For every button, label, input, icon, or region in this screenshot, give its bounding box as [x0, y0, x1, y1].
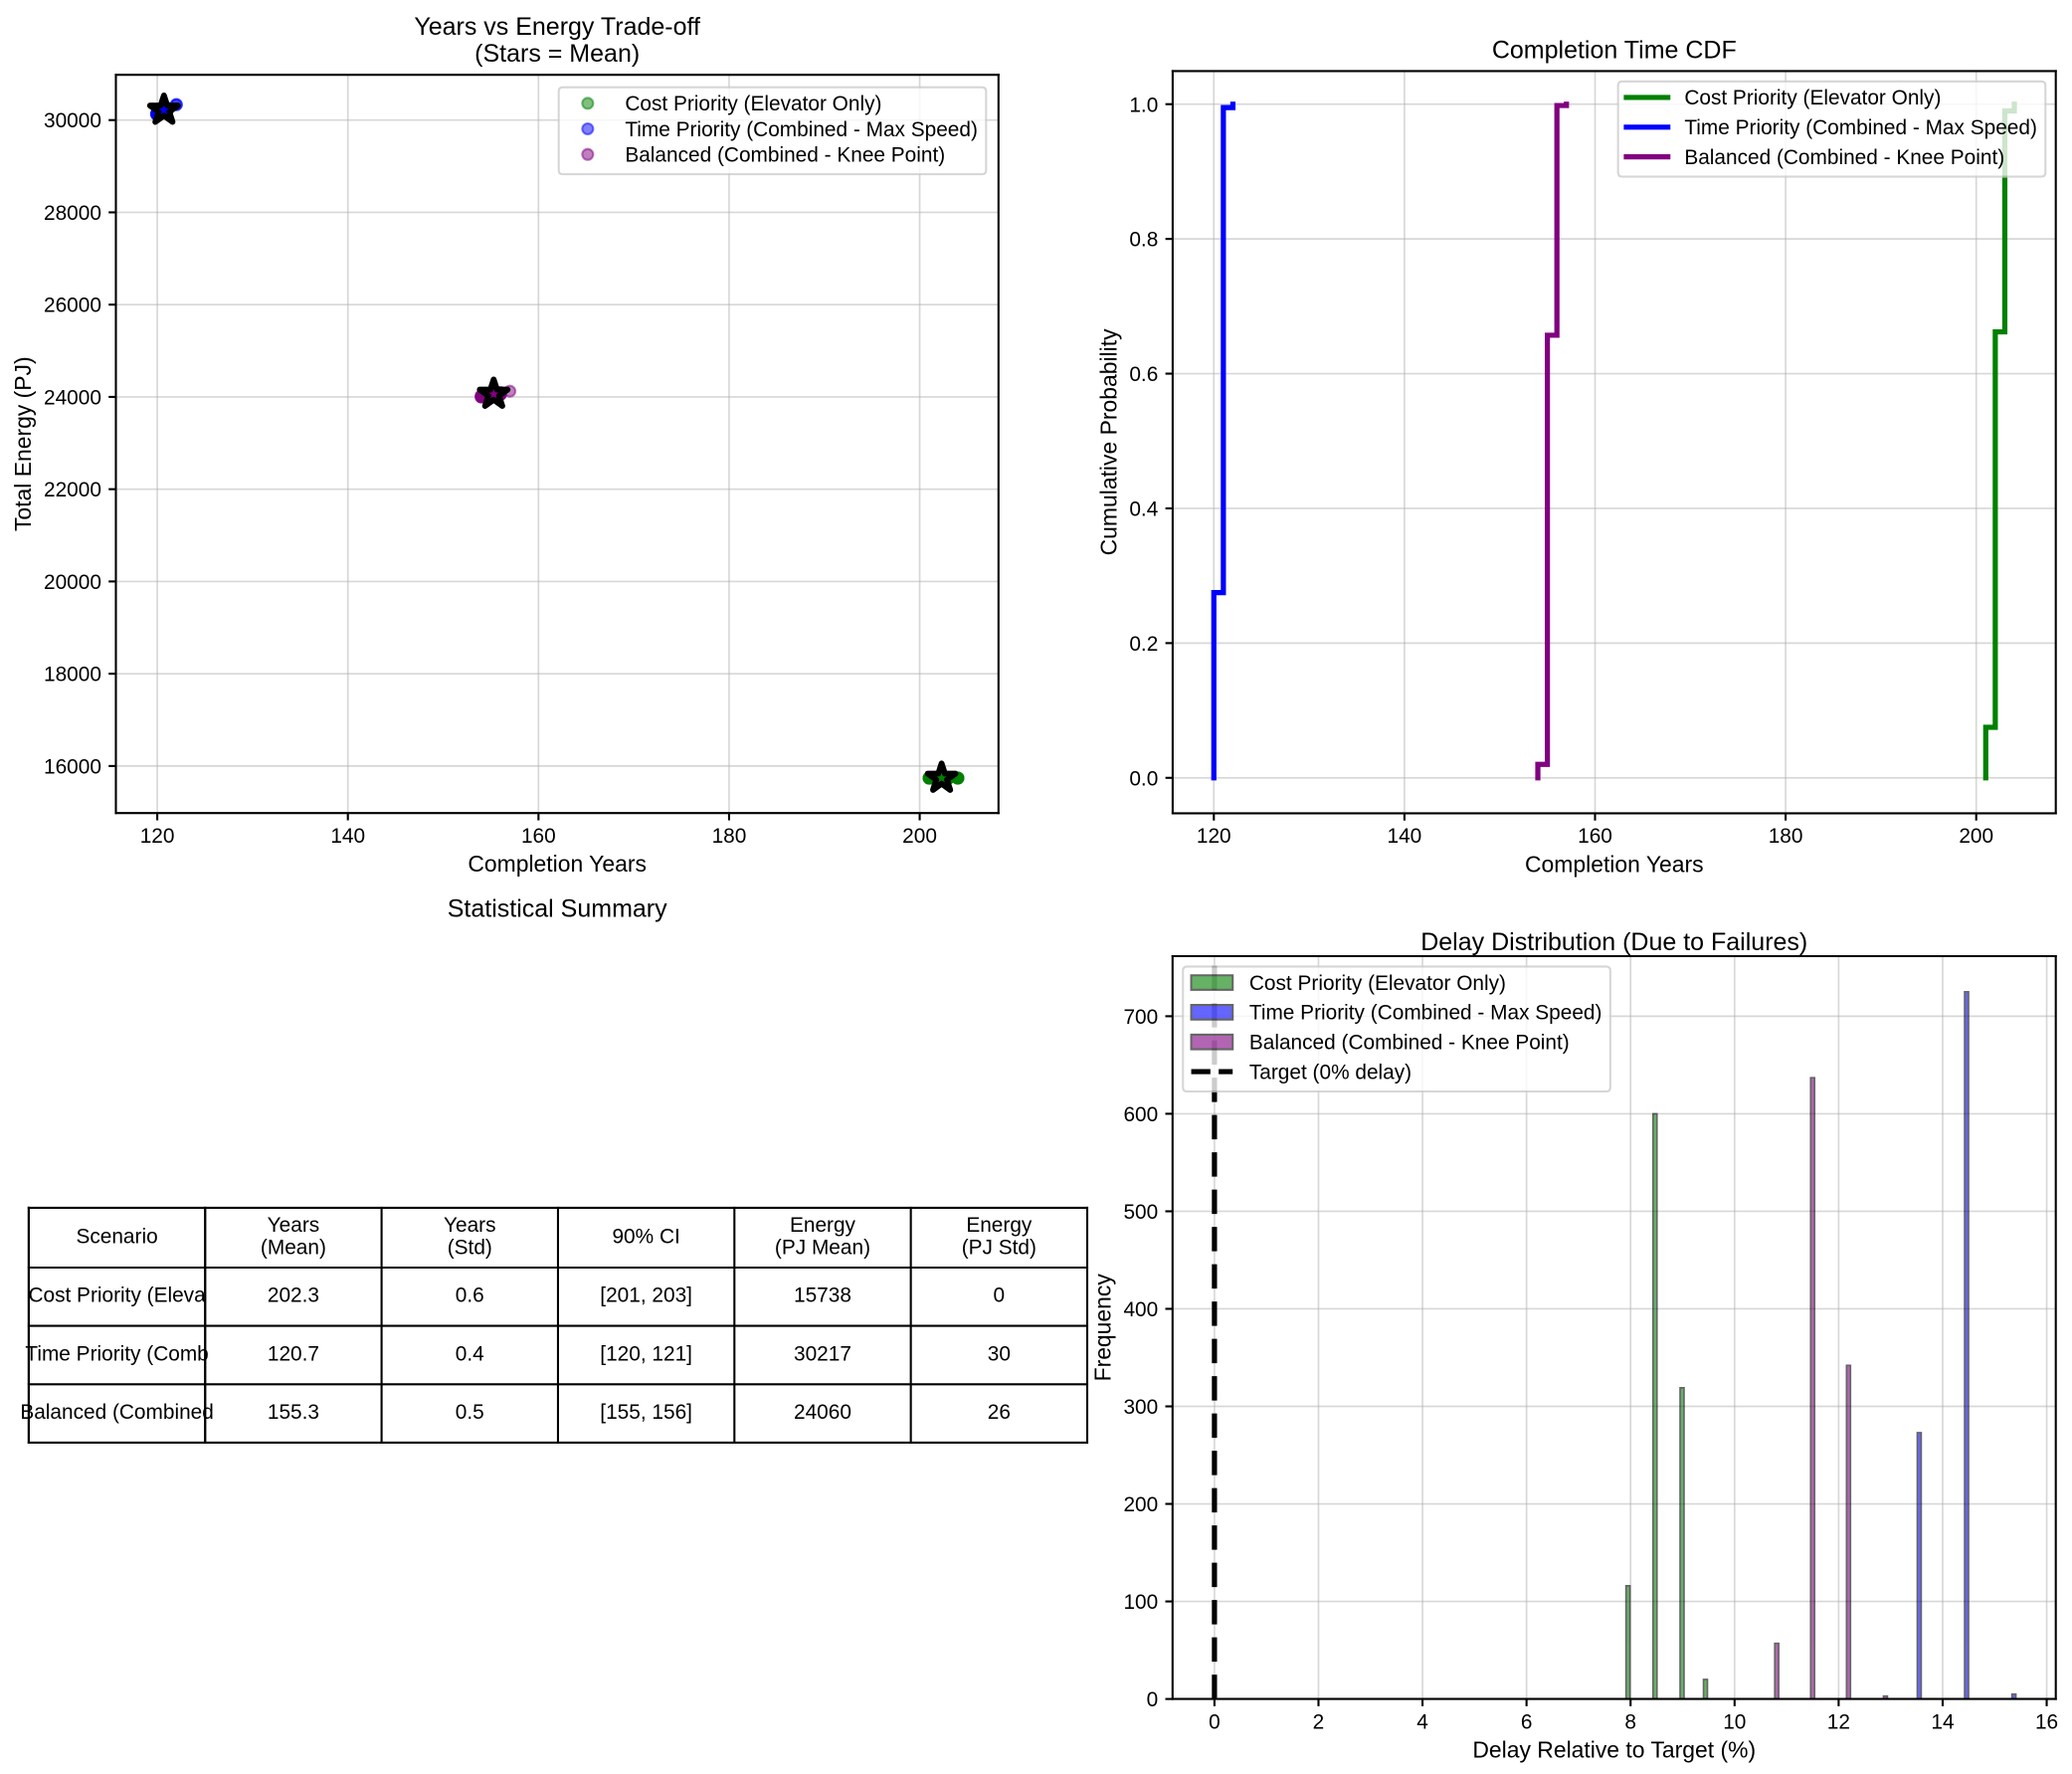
svg-text:Balanced (Combined - Knee Poin: Balanced (Combined - Knee Point) — [1249, 1032, 1570, 1055]
svg-text:20000: 20000 — [44, 571, 101, 594]
svg-text:180: 180 — [1769, 825, 1803, 848]
svg-text:0.0: 0.0 — [1129, 767, 1158, 790]
svg-text:Balanced (Combined - Knee Poin: Balanced (Combined - Knee Point) — [625, 143, 945, 166]
svg-text:Time Priority (Combined - Max: Time Priority (Combined - Max Speed) — [1249, 1002, 1602, 1025]
svg-text:120: 120 — [1197, 825, 1231, 848]
svg-text:10: 10 — [1723, 1710, 1746, 1733]
svg-text:12: 12 — [1827, 1710, 1850, 1733]
svg-text:[120, 121]: [120, 121] — [600, 1342, 692, 1365]
svg-text:(Stars = Mean): (Stars = Mean) — [474, 40, 640, 68]
svg-text:0: 0 — [1147, 1688, 1159, 1711]
svg-text:300: 300 — [1123, 1396, 1158, 1419]
svg-text:100: 100 — [1123, 1591, 1158, 1614]
svg-text:(Std): (Std) — [448, 1237, 492, 1260]
svg-text:[201, 203]: [201, 203] — [600, 1284, 692, 1307]
svg-text:1.0: 1.0 — [1129, 94, 1158, 116]
svg-text:0.6: 0.6 — [1129, 363, 1158, 386]
svg-text:700: 700 — [1123, 1006, 1158, 1029]
svg-text:16: 16 — [2035, 1710, 2058, 1733]
svg-text:15738: 15738 — [794, 1284, 851, 1307]
svg-text:(Mean): (Mean) — [261, 1237, 326, 1260]
svg-text:Completion Years: Completion Years — [1525, 851, 1704, 877]
svg-text:(PJ Mean): (PJ Mean) — [775, 1237, 870, 1260]
svg-text:30000: 30000 — [44, 109, 101, 132]
svg-text:Energy: Energy — [966, 1214, 1033, 1237]
svg-text:120: 120 — [140, 825, 175, 848]
svg-text:Delay Distribution (Due to Fai: Delay Distribution (Due to Failures) — [1420, 928, 1807, 956]
svg-text:Years vs Energy Trade-off: Years vs Energy Trade-off — [414, 13, 700, 41]
svg-text:200: 200 — [1959, 825, 1993, 848]
svg-text:0: 0 — [994, 1284, 1006, 1307]
svg-text:155.3: 155.3 — [268, 1401, 319, 1424]
svg-text:6: 6 — [1521, 1710, 1533, 1733]
svg-text:0.5: 0.5 — [456, 1401, 484, 1424]
svg-text:Energy: Energy — [790, 1214, 856, 1237]
svg-text:Delay Relative to Target (%): Delay Relative to Target (%) — [1472, 1737, 1756, 1763]
svg-text:30: 30 — [988, 1342, 1011, 1365]
svg-text:Scenario: Scenario — [76, 1225, 157, 1248]
svg-text:24000: 24000 — [44, 386, 101, 409]
svg-text:Total Energy (PJ): Total Energy (PJ) — [10, 356, 36, 531]
svg-text:4: 4 — [1416, 1710, 1428, 1733]
svg-text:26000: 26000 — [44, 295, 101, 317]
svg-text:Cost Priority (Elevator Only): Cost Priority (Elevator Only) — [1249, 972, 1506, 995]
svg-text:202.3: 202.3 — [268, 1284, 319, 1307]
svg-text:160: 160 — [1578, 825, 1612, 848]
svg-text:Cost Priority (Elevator Only): Cost Priority (Elevator Only) — [625, 93, 881, 115]
svg-text:Time Priority (Combined - Max: Time Priority (Combined - Max Speed) — [625, 118, 978, 141]
svg-text:400: 400 — [1123, 1298, 1158, 1321]
svg-text:Time Priority (Comb: Time Priority (Comb — [25, 1342, 208, 1365]
svg-text:Cost Priority (Elevator Only): Cost Priority (Elevator Only) — [1684, 87, 1941, 109]
svg-text:0: 0 — [1209, 1710, 1221, 1733]
svg-text:Frequency: Frequency — [1089, 1274, 1115, 1382]
svg-text:0.6: 0.6 — [456, 1284, 484, 1307]
svg-text:Statistical Summary: Statistical Summary — [448, 895, 667, 923]
svg-text:Time Priority (Combined - Max: Time Priority (Combined - Max Speed) — [1684, 116, 2037, 139]
svg-text:200: 200 — [1123, 1493, 1158, 1516]
svg-text:16000: 16000 — [44, 755, 101, 778]
svg-text:8: 8 — [1624, 1710, 1636, 1733]
svg-text:18000: 18000 — [44, 664, 101, 687]
svg-text:140: 140 — [1388, 825, 1422, 848]
svg-text:Target (0% delay): Target (0% delay) — [1249, 1061, 1412, 1084]
svg-text:120.7: 120.7 — [268, 1342, 319, 1365]
svg-text:Cumulative Probability: Cumulative Probability — [1095, 328, 1121, 555]
svg-text:30217: 30217 — [794, 1342, 851, 1365]
svg-text:Years: Years — [268, 1214, 319, 1237]
svg-text:Completion Time CDF: Completion Time CDF — [1492, 37, 1737, 65]
svg-text:0.4: 0.4 — [456, 1342, 484, 1365]
svg-text:180: 180 — [712, 825, 747, 848]
svg-text:28000: 28000 — [44, 202, 101, 225]
svg-text:0.4: 0.4 — [1129, 498, 1158, 521]
svg-text:[155, 156]: [155, 156] — [600, 1401, 692, 1424]
svg-text:Cost Priority (Eleva: Cost Priority (Eleva — [28, 1284, 206, 1307]
svg-text:140: 140 — [330, 825, 365, 848]
svg-text:14: 14 — [1931, 1710, 1954, 1733]
svg-text:200: 200 — [902, 825, 937, 848]
svg-text:(PJ Std): (PJ Std) — [962, 1237, 1036, 1260]
svg-text:Years: Years — [444, 1214, 496, 1237]
svg-text:26: 26 — [988, 1401, 1011, 1424]
svg-text:22000: 22000 — [44, 479, 101, 501]
svg-text:160: 160 — [521, 825, 556, 848]
svg-text:Balanced (Combined: Balanced (Combined — [20, 1401, 214, 1424]
svg-text:0.2: 0.2 — [1129, 633, 1158, 656]
svg-text:600: 600 — [1123, 1103, 1158, 1126]
svg-text:Completion Years: Completion Years — [468, 851, 647, 877]
svg-text:2: 2 — [1313, 1710, 1325, 1733]
svg-text:500: 500 — [1123, 1201, 1158, 1224]
svg-text:0.8: 0.8 — [1129, 229, 1158, 252]
svg-text:Balanced (Combined - Knee Poin: Balanced (Combined - Knee Point) — [1684, 146, 2004, 169]
svg-text:24060: 24060 — [794, 1401, 851, 1424]
svg-text:90% CI: 90% CI — [612, 1225, 679, 1248]
